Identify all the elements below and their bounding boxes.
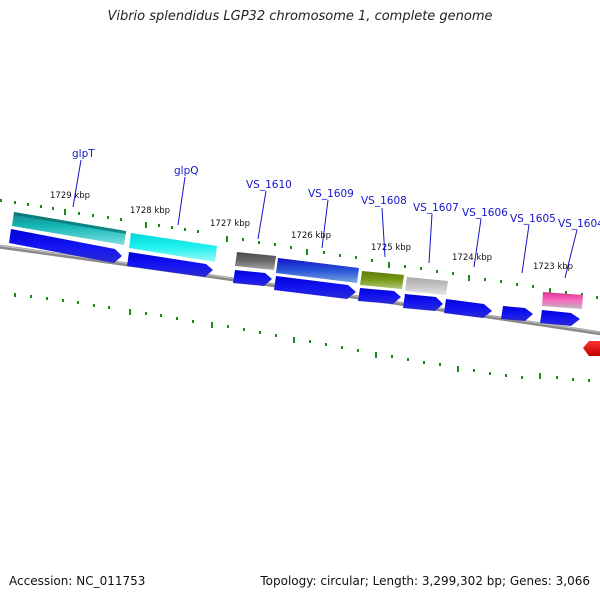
cds-arrow-VS_1605[interactable] — [501, 306, 533, 321]
feature-VS_1610[interactable] — [235, 252, 276, 270]
cds-arrow-VS_1608[interactable] — [358, 288, 401, 304]
ruler-label-1727: 1727 kbp — [210, 219, 250, 229]
feature-partial-red[interactable] — [583, 341, 600, 356]
genome-summary-text: Topology: circular; Length: 3,299,302 bp… — [260, 574, 590, 588]
gene-label-glpT[interactable]: glpT — [72, 148, 95, 160]
feature-glpT[interactable] — [12, 212, 126, 245]
feature-VS_1609[interactable] — [276, 258, 359, 283]
cds-arrow-VS_1609[interactable] — [274, 276, 356, 299]
ruler-label-1724: 1724 kbp — [452, 253, 492, 263]
cds-arrow-glpT[interactable] — [9, 229, 122, 263]
outer-ruler — [0, 199, 598, 299]
cds-arrow-VS_1607[interactable] — [403, 294, 443, 311]
ruler-label-1726: 1726 kbp — [291, 231, 331, 241]
ruler-label-1723: 1723 kbp — [533, 262, 573, 272]
gene-label-leaders — [72, 159, 578, 279]
gene-label-VS_1607[interactable]: VS_1607 — [413, 202, 459, 214]
gene-label-glpQ[interactable]: glpQ — [174, 165, 199, 177]
ruler-label-1728: 1728 kbp — [130, 206, 170, 216]
accession-text: Accession: NC_011753 — [9, 574, 146, 588]
feature-VS_1604[interactable] — [542, 292, 583, 309]
gene-label-VS_1608[interactable]: VS_1608 — [361, 195, 407, 207]
gene-label-VS_1609[interactable]: VS_1609 — [308, 188, 354, 200]
cds-arrow-glpQ[interactable] — [127, 252, 213, 277]
gene-label-VS_1605[interactable]: VS_1605 — [510, 213, 556, 225]
feature-VS_1608[interactable] — [360, 271, 404, 289]
genome-title: Vibrio splendidus LGP32 chromosome 1, co… — [107, 9, 493, 24]
ruler-label-1729: 1729 kbp — [50, 191, 90, 201]
feature-VS_1607[interactable] — [405, 277, 448, 295]
gene-label-VS_1606[interactable]: VS_1606 — [462, 207, 508, 219]
ruler-label-1725: 1725 kbp — [371, 243, 411, 253]
gene-label-VS_1604[interactable]: VS_1604 — [558, 218, 600, 230]
feature-glpQ[interactable] — [129, 233, 217, 262]
cds-arrow-VS_1610[interactable] — [233, 270, 272, 286]
inner-ruler — [14, 293, 590, 382]
cds-arrow-VS_1606[interactable] — [444, 299, 492, 318]
cds-arrow-VS_1604[interactable] — [540, 310, 580, 326]
gene-label-VS_1610[interactable]: VS_1610 — [246, 179, 292, 191]
